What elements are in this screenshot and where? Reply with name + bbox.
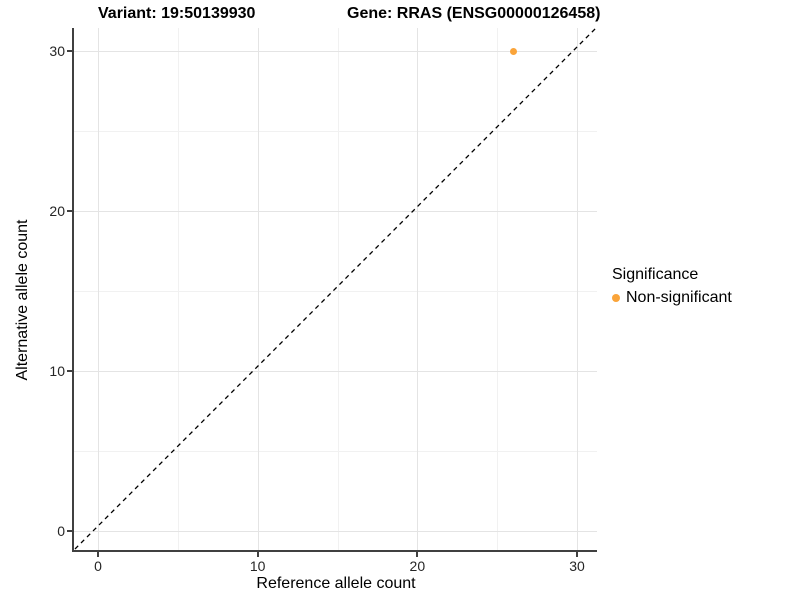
gene-title: Gene: RRAS (ENSG00000126458) [347, 5, 601, 22]
gridline-x-minor [177, 28, 179, 550]
y-tick-label: 20 [49, 203, 65, 219]
data-point [509, 47, 517, 55]
legend: Significance Non-significant [612, 266, 798, 307]
gridline-x-major [417, 28, 419, 550]
y-axis-tick [67, 210, 72, 212]
x-axis-tick [416, 552, 419, 557]
legend-key-dot [612, 294, 620, 302]
gridline-y-minor [74, 131, 597, 132]
y-axis-title: Alternative allele count [14, 219, 31, 381]
y-tick-label: 0 [57, 523, 65, 539]
gridline-y-major [74, 211, 597, 212]
gridline-y-major [74, 371, 597, 372]
gridline-y-minor [74, 291, 597, 292]
x-axis-title: Reference allele count [256, 575, 416, 592]
x-tick-label: 10 [249, 558, 266, 574]
gridline-x-major [257, 28, 259, 550]
gridline-x-minor [337, 28, 339, 550]
x-tick-label: 0 [94, 558, 102, 574]
gridline-x-major [98, 28, 99, 550]
variant-title: Variant: 19:50139930 [98, 5, 256, 22]
legend-item-label: Non-significant [626, 289, 732, 306]
x-tick-label: 30 [569, 558, 585, 574]
y-axis-tick [67, 530, 72, 532]
gridline-x-minor [497, 28, 499, 550]
plot-panel [72, 28, 597, 552]
y-tick-label: 10 [49, 363, 65, 379]
x-axis-tick [576, 552, 578, 557]
x-tick-label: 20 [409, 558, 426, 574]
gridline-x-major [577, 28, 578, 550]
legend-title: Significance [612, 266, 699, 283]
gridline-y-major [74, 531, 597, 532]
gridline-y-major [74, 51, 597, 52]
x-axis-tick [97, 552, 99, 557]
identity-line [74, 28, 597, 550]
y-axis-tick [67, 370, 72, 372]
legend-item: Non-significant [612, 289, 798, 307]
gridline-y-minor [74, 451, 597, 452]
x-axis-tick [256, 552, 259, 557]
y-axis-tick [67, 50, 72, 52]
y-tick-label: 30 [49, 43, 65, 59]
